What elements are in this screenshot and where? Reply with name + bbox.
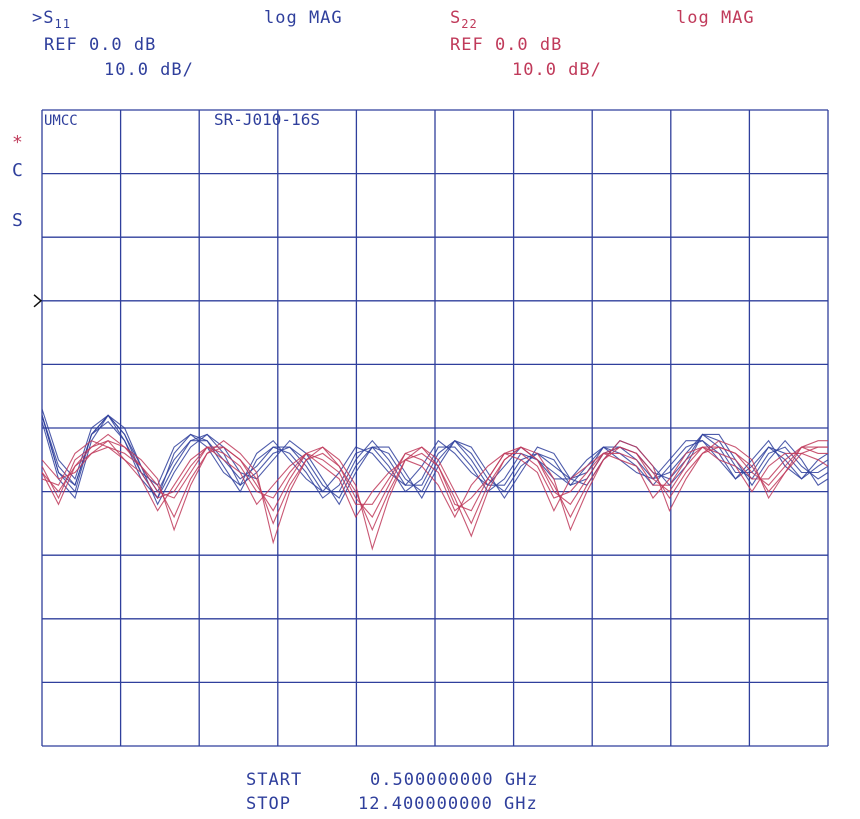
s22-param-label: S22 [450,8,478,31]
plot-traces [41,408,829,551]
side-c-mark: C [12,160,23,181]
s11-param-label: >S11 [32,8,71,31]
plot-title-left: UMCC [44,113,78,129]
s22-format-label: log MAG [676,8,755,28]
s22-trace-8 [41,440,828,551]
side-s-mark: S [12,210,23,231]
s22-ref-label: REF 0.0 dB [450,35,563,55]
reference-level-marker [33,294,43,308]
s22-scale-label: 10.0 dB/ [512,60,602,80]
stop-label: STOP [246,794,291,814]
start-label: START [246,770,303,790]
start-value: 0.500000000 GHz [370,770,539,790]
s11-ref-label: REF 0.0 dB [44,35,157,55]
s22-trace-9 [41,433,828,518]
side-star-mark: * [12,132,23,153]
s11-format-label: log MAG [264,8,343,28]
s11-scale-label: 10.0 dB/ [104,60,194,80]
plot-grid [41,109,829,747]
plot-title-right: SR-J010-16S [214,110,320,129]
stop-value: 12.400000000 GHz [358,794,538,814]
s11-trace-3 [41,408,829,493]
plot-overlay [33,294,43,308]
